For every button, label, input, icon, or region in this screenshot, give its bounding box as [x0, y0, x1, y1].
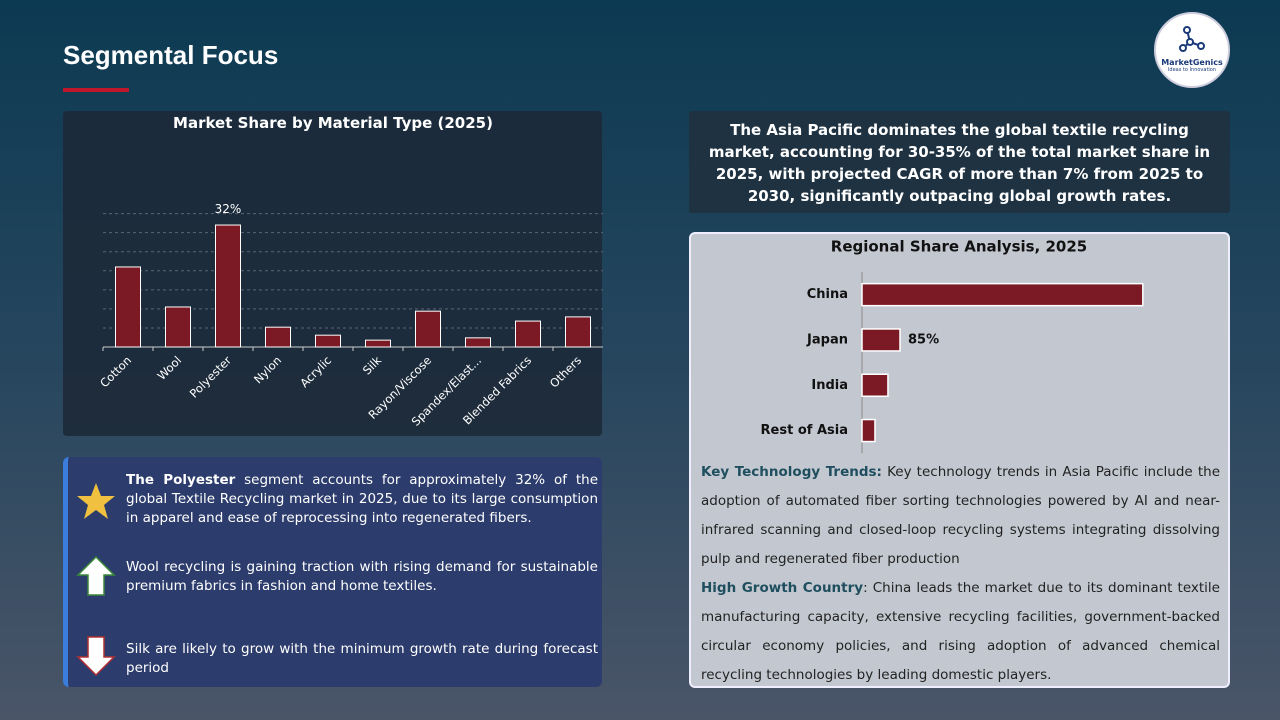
note-label: Key Technology Trends:: [701, 464, 882, 480]
chart-title: Market Share by Material Type (2025): [173, 114, 493, 132]
notes-panel: The Polyester segment accounts for appro…: [63, 457, 602, 687]
bar: [861, 373, 889, 397]
x-tick-label: Others: [547, 353, 584, 390]
note-sep: :: [863, 580, 868, 596]
bar: [315, 334, 341, 348]
bar: [515, 320, 541, 348]
bar: [861, 418, 876, 443]
chart-title: Regional Share Analysis, 2025: [831, 238, 1087, 256]
bar: [165, 306, 191, 348]
bar: [115, 266, 141, 348]
star-icon: [77, 483, 115, 519]
up-arrow-icon: [76, 555, 116, 596]
note: Silk are likely to grow with the minimum…: [126, 641, 598, 676]
title-underline: [63, 88, 129, 92]
note: Wool recycling is gaining traction with …: [126, 559, 598, 594]
regional-panel: Key Technology Trends: Key technology tr…: [689, 232, 1230, 688]
x-tick-label: Silk: [360, 353, 385, 378]
regional-chart: Regional Share Analysis, 2025 China Japan 8…: [761, 238, 1144, 454]
bar: [465, 337, 491, 348]
note-text: Key technology trends in Asia Pacific in…: [701, 464, 1221, 567]
bar: [215, 224, 241, 348]
logo-tagline: Ideas to Innovation: [1167, 67, 1217, 73]
logo-name: MarketGenics: [1161, 58, 1223, 67]
material-chart-panel: [63, 111, 602, 436]
bar: [861, 328, 901, 352]
material-chart: Market Share by Material Type (2025) Cott…: [97, 114, 603, 429]
note-bold: The Polyester: [126, 472, 236, 488]
x-tick-label: Polyester: [187, 353, 235, 401]
x-tick-label: Cotton: [97, 353, 134, 390]
regional-notes: Key Technology Trends: Key technology tr…: [701, 458, 1220, 690]
note-text: China leads the market due to its domina…: [701, 580, 1220, 683]
down-arrow-icon: [76, 636, 116, 677]
value-label: 32%: [215, 202, 242, 216]
summary-box: The Asia Pacific dominates the global te…: [689, 111, 1230, 213]
y-tick-label: India: [811, 378, 848, 393]
x-tick-label: Acrylic: [297, 353, 334, 390]
note-text: segment accounts for approximately 32% o…: [126, 472, 598, 526]
logo: MarketGenics Ideas to Innovation: [1154, 12, 1230, 88]
x-tick-label: Wool: [154, 353, 184, 383]
y-tick-label: China: [807, 287, 848, 302]
bar: [265, 326, 291, 348]
bar: [565, 316, 591, 348]
x-tick-label: Nylon: [251, 353, 284, 386]
bar: [861, 282, 1144, 307]
note: The Polyester segment accounts for appro…: [126, 471, 598, 528]
y-tick-label: Japan: [806, 332, 848, 347]
bar: [365, 339, 391, 348]
logo-icon: [1179, 26, 1205, 52]
page-title: Segmental Focus: [63, 40, 279, 70]
y-tick-label: Rest of Asia: [761, 423, 848, 438]
note-label: High Growth Country: [701, 580, 864, 596]
value-label: 85%: [908, 332, 939, 347]
bar: [415, 310, 441, 348]
